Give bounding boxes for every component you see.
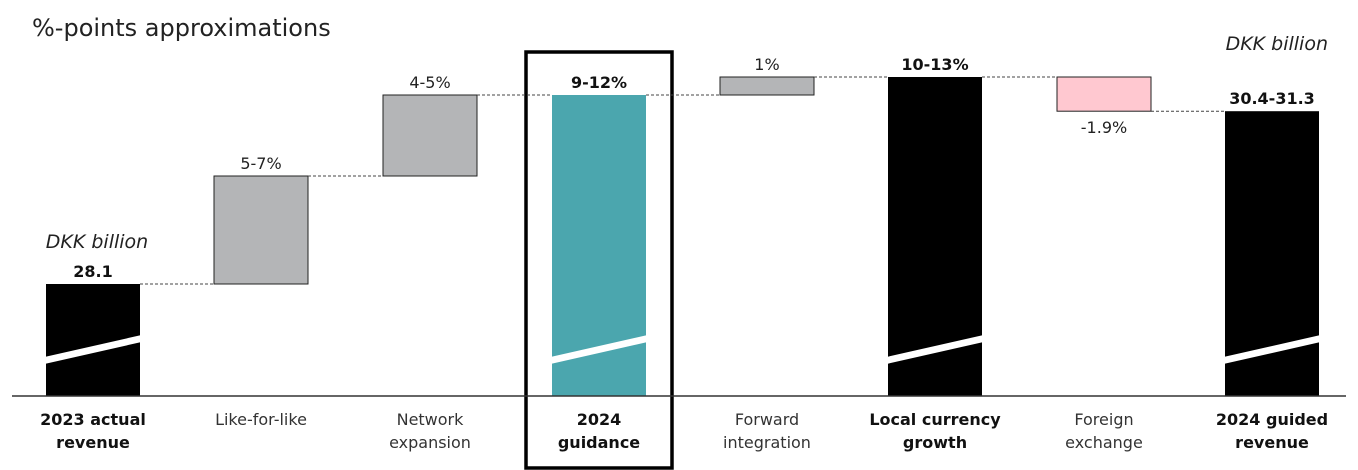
category-label-3: 2024 guidance — [558, 410, 640, 452]
category-line: revenue — [56, 433, 130, 452]
category-line: exchange — [1065, 433, 1143, 452]
category-line: Foreign — [1074, 410, 1133, 429]
value-label-2: 4-5% — [409, 73, 450, 92]
category-label-5: Local currency growth — [869, 410, 1001, 452]
category-line: 2024 guided — [1216, 410, 1328, 429]
value-label-3: 9-12% — [571, 73, 627, 92]
category-labels: 2023 actual revenue Like-for-like Network ex… — [40, 410, 1328, 452]
value-label-5: 10-13% — [901, 55, 968, 74]
value-label-7: 30.4-31.3 — [1229, 89, 1315, 108]
category-line: Like-for-like — [215, 410, 307, 429]
category-line: growth — [903, 433, 967, 452]
bar-1 — [213, 175, 309, 285]
labels-layer: 28.1 5-7% 4-5% 9-12% 1% 10-13% -1.9% 30.4-31.3 — [73, 55, 1315, 281]
category-line: revenue — [1235, 433, 1309, 452]
category-line: 2023 actual — [40, 410, 146, 429]
category-label-7: 2024 guided revenue — [1216, 410, 1328, 452]
category-line: expansion — [389, 433, 471, 452]
bar-2 — [382, 94, 478, 177]
value-label-0: 28.1 — [73, 262, 112, 281]
axis-break-3 — [546, 334, 652, 365]
axis-break-5 — [882, 334, 988, 365]
category-line: Local currency — [869, 410, 1001, 429]
category-line: Forward — [735, 410, 799, 429]
category-line: integration — [723, 433, 811, 452]
category-line: Network — [397, 410, 465, 429]
unit-label-right: DKK billion — [1226, 33, 1328, 55]
axis-break-7 — [1219, 334, 1325, 365]
chart-title: %-points approximations — [32, 14, 331, 42]
bars-layer — [40, 50, 1325, 470]
category-line: guidance — [558, 433, 640, 452]
highlight-box — [524, 50, 674, 470]
axis-break-0 — [40, 334, 146, 365]
value-label-6: -1.9% — [1081, 118, 1127, 137]
unit-label-left: DKK billion — [46, 231, 148, 253]
category-label-0: 2023 actual revenue — [40, 410, 146, 452]
connectors-layer — [140, 76, 1225, 285]
category-label-2: Network expansion — [389, 410, 471, 452]
category-label-4: Forward integration — [723, 410, 811, 452]
category-label-1: Like-for-like — [215, 410, 307, 429]
bar-7 — [1225, 111, 1319, 396]
bar-6 — [1056, 76, 1152, 112]
value-label-4: 1% — [754, 55, 779, 74]
value-label-1: 5-7% — [240, 154, 281, 173]
category-label-6: Foreign exchange — [1065, 410, 1143, 452]
bar-4 — [719, 76, 815, 96]
category-line: 2024 — [577, 410, 622, 429]
